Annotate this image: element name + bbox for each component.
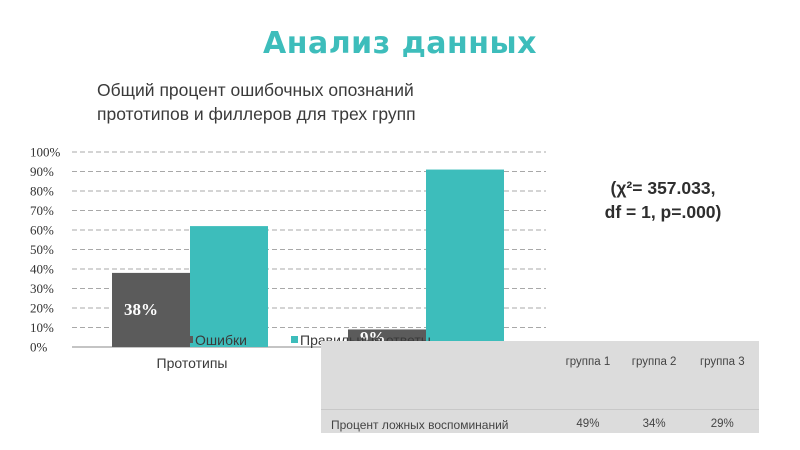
data-label: 38% [124,300,158,319]
table-row: Процент ложных воспоминаний 49% 34% 29% [321,409,759,433]
table-row-label: Процент ложных воспоминаний [321,409,554,433]
y-tick-label: 40% [30,262,54,277]
legend-label: Ошибки [195,332,247,348]
table-cell-group-3: 29% [685,409,759,433]
table-cell-group-2: 34% [622,409,686,433]
table-header-blank [321,341,553,409]
chi-square-line-1: (χ²= 357.033, [610,178,716,198]
table-header-group-2: группа 2 [631,356,677,368]
table-header-group-1: группа 1 [565,356,611,368]
legend-swatch [291,336,298,343]
y-tick-label: 20% [30,301,54,316]
chi-square-line-2: df = 1, p=.000) [604,202,722,222]
y-tick-label: 30% [30,281,54,296]
bar-correct [426,169,504,347]
y-tick-label: 90% [30,164,54,179]
y-tick-label: 50% [30,242,54,257]
y-tick-label: 0% [30,340,48,355]
chart-title-line-1: Общий процент ошибочных опознаний [97,80,414,100]
chart-title: Общий процент ошибочных опознаний протот… [97,78,517,126]
slide-title: Анализ данных [263,26,537,61]
chi-square-note: (χ²= 357.033, df = 1, p=.000) [578,176,748,224]
bar-errors [112,272,190,347]
legend-swatch [186,336,193,343]
table-header-group-3: группа 3 [699,356,745,368]
bar-correct [190,226,268,347]
y-tick-label: 60% [30,223,54,238]
table-header-row: группа 1 группа 2 группа 3 [321,341,759,409]
false-memory-table: группа 1 группа 2 группа 3 Процент ложны… [321,341,759,433]
y-tick-label: 80% [30,184,54,199]
table-cell-group-1: 49% [553,409,623,433]
y-tick-label: 100% [30,145,61,160]
category-label: Прототипы [157,355,228,371]
y-tick-label: 70% [30,203,54,218]
chart-title-line-2: прототипов и филлеров для трех групп [97,104,416,124]
y-tick-label: 10% [30,320,54,335]
